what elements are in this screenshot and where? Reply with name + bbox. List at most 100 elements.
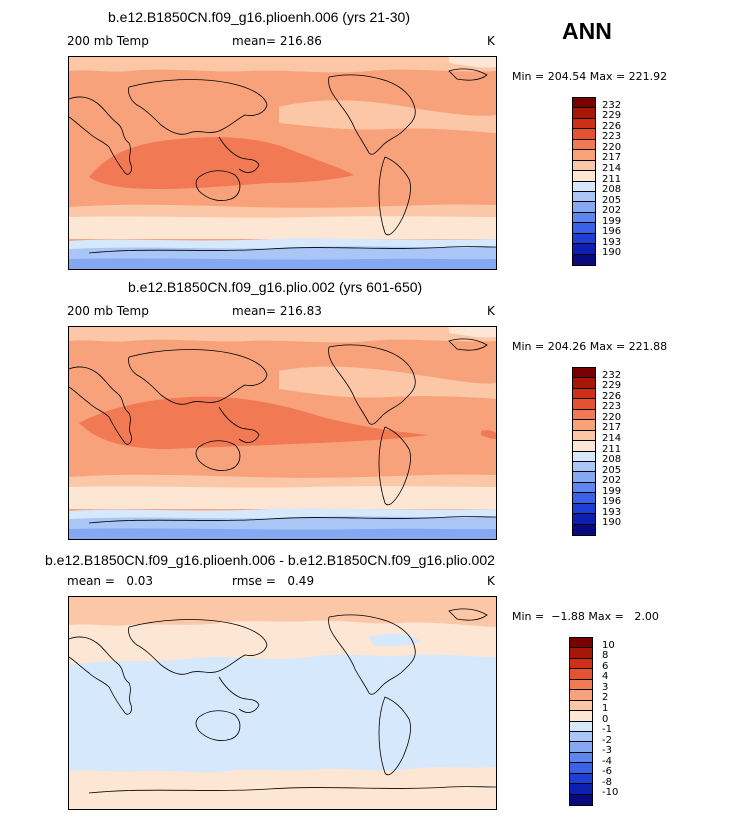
colorbar-tick: 208 — [602, 183, 622, 195]
colorbar-box — [573, 108, 595, 119]
coastline-antarctica — [88, 786, 496, 794]
panel-1-variable-label: 200 mb Temp — [67, 34, 149, 48]
colorbar-box — [573, 223, 595, 234]
coastlines — [69, 68, 496, 254]
polar-band-north — [69, 327, 496, 343]
positive-band-north — [69, 597, 496, 627]
colorbar-tick: 6 — [602, 660, 609, 672]
colorbar-box — [573, 233, 595, 245]
coastlines — [69, 338, 496, 524]
coastlines — [69, 608, 496, 794]
colorbar-box — [573, 482, 595, 494]
colorbar-box — [573, 129, 595, 140]
coastline-africa-europe — [69, 96, 132, 175]
polar-band-north-cold — [449, 57, 496, 68]
colorbar-tick: 8 — [602, 649, 609, 661]
colorbar-box — [570, 638, 592, 649]
coastline-africa-europe — [69, 636, 132, 715]
colorbar-tick: 199 — [602, 215, 622, 227]
colorbar-tick: 229 — [602, 109, 622, 121]
panel-3-map — [68, 596, 497, 810]
colorbar-box — [573, 150, 595, 161]
subtropical-band-north — [279, 100, 496, 133]
colorbar-box — [573, 160, 595, 172]
coastline-north-america — [328, 614, 416, 695]
colorbar-box — [570, 658, 592, 670]
colorbar-tick: 202 — [602, 474, 622, 486]
colorbar-tick: 229 — [602, 379, 622, 391]
colorbar-box — [573, 409, 595, 421]
tropical-warm-core — [79, 396, 429, 449]
colorbar-box — [570, 669, 592, 680]
colorbar-box — [573, 98, 595, 109]
colorbar-box — [573, 493, 595, 504]
southern-cool-band — [69, 216, 496, 239]
colorbar-tick: 202 — [602, 204, 622, 216]
colorbar-tick: 214 — [602, 162, 622, 174]
coastline-antarctica — [88, 246, 496, 254]
panel-2-colorbar-ticks: 232 229 226 223 220 217 214 211 208 205 … — [602, 367, 642, 536]
colorbar-box — [573, 514, 595, 525]
colorbar-tick: 232 — [602, 99, 622, 111]
coastline-indonesia — [218, 406, 260, 443]
colorbar-tick: 223 — [602, 131, 622, 142]
panel-3-minmax: Min = −1.88 Max = 2.00 — [512, 610, 659, 623]
panel-2-map-svg — [69, 327, 496, 539]
colorbar-box — [573, 451, 595, 462]
panel-1-mean-label: mean= 216.86 — [232, 34, 322, 48]
colorbar-tick: 193 — [602, 236, 622, 248]
colorbar-box — [573, 181, 595, 192]
colorbar-tick: 0 — [602, 713, 609, 725]
colorbar-box — [570, 794, 592, 805]
colorbar-box — [570, 690, 592, 701]
coastline-indonesia — [218, 676, 260, 713]
coastline-australia — [195, 170, 241, 201]
colorbar-box — [573, 399, 595, 410]
colorbar-tick: 3 — [602, 681, 609, 693]
colorbar-tick: 4 — [602, 671, 609, 682]
colorbar-tick: 220 — [602, 411, 622, 423]
tropical-warm-patch — [481, 430, 496, 439]
colorbar-box — [573, 368, 595, 379]
colorbar-tick: 2 — [602, 692, 609, 704]
colorbar-box — [573, 212, 595, 224]
polar-band-north-cold — [449, 327, 496, 338]
colorbar-tick: 190 — [602, 517, 622, 529]
colorbar-tick: 196 — [602, 496, 622, 508]
colorbar-box — [570, 752, 592, 764]
colorbar-tick: 1 — [602, 702, 609, 714]
panel-3-colorbar-ticks: 10 8 6 4 3 2 1 0 -1 -2 -3 -4 -6 -8 -10 — [602, 637, 642, 806]
panel-2-title: b.e12.B1850CN.f09_g16.plio.002 (yrs 601-… — [128, 279, 423, 295]
panel-3-rmse-label: rmse = 0.49 — [232, 574, 315, 588]
colorbar-tick: 205 — [602, 464, 622, 476]
colorbar-box — [573, 461, 595, 473]
colorbar-tick: -4 — [602, 755, 612, 767]
colorbar-box — [570, 784, 592, 795]
colorbar-box — [573, 244, 595, 255]
colorbar-tick: 211 — [602, 173, 622, 185]
coastline-north-america — [328, 344, 416, 425]
colorbar-box — [570, 731, 592, 743]
panel-1-map — [68, 56, 497, 270]
colorbar-tick: 190 — [602, 247, 622, 259]
coastline-asia — [128, 619, 268, 675]
season-label: ANN — [562, 18, 612, 44]
colorbar-tick: 205 — [602, 194, 622, 206]
antarctic-band-3 — [69, 258, 496, 269]
colorbar-tick: -8 — [602, 776, 612, 788]
panel-1-colorbar-ticks: 232 229 226 223 220 217 214 211 208 205 … — [602, 97, 642, 266]
colorbar-box — [573, 171, 595, 182]
coastline-south-america — [378, 156, 411, 236]
coastline-indonesia — [218, 136, 260, 173]
panel-2-map — [68, 326, 497, 540]
panel-1-units: K — [487, 34, 495, 48]
colorbar-tick: 217 — [602, 422, 622, 434]
panel-1-minmax: Min = 204.54 Max = 221.92 — [512, 70, 668, 83]
panel-3-map-svg — [69, 597, 496, 809]
coastline-asia — [128, 349, 268, 405]
colorbar-box — [570, 679, 592, 691]
coastline-africa-europe — [69, 366, 132, 445]
coastline-australia — [195, 710, 241, 741]
coastline-south-america — [378, 696, 411, 776]
negative-patch-north-pacific — [369, 633, 421, 647]
